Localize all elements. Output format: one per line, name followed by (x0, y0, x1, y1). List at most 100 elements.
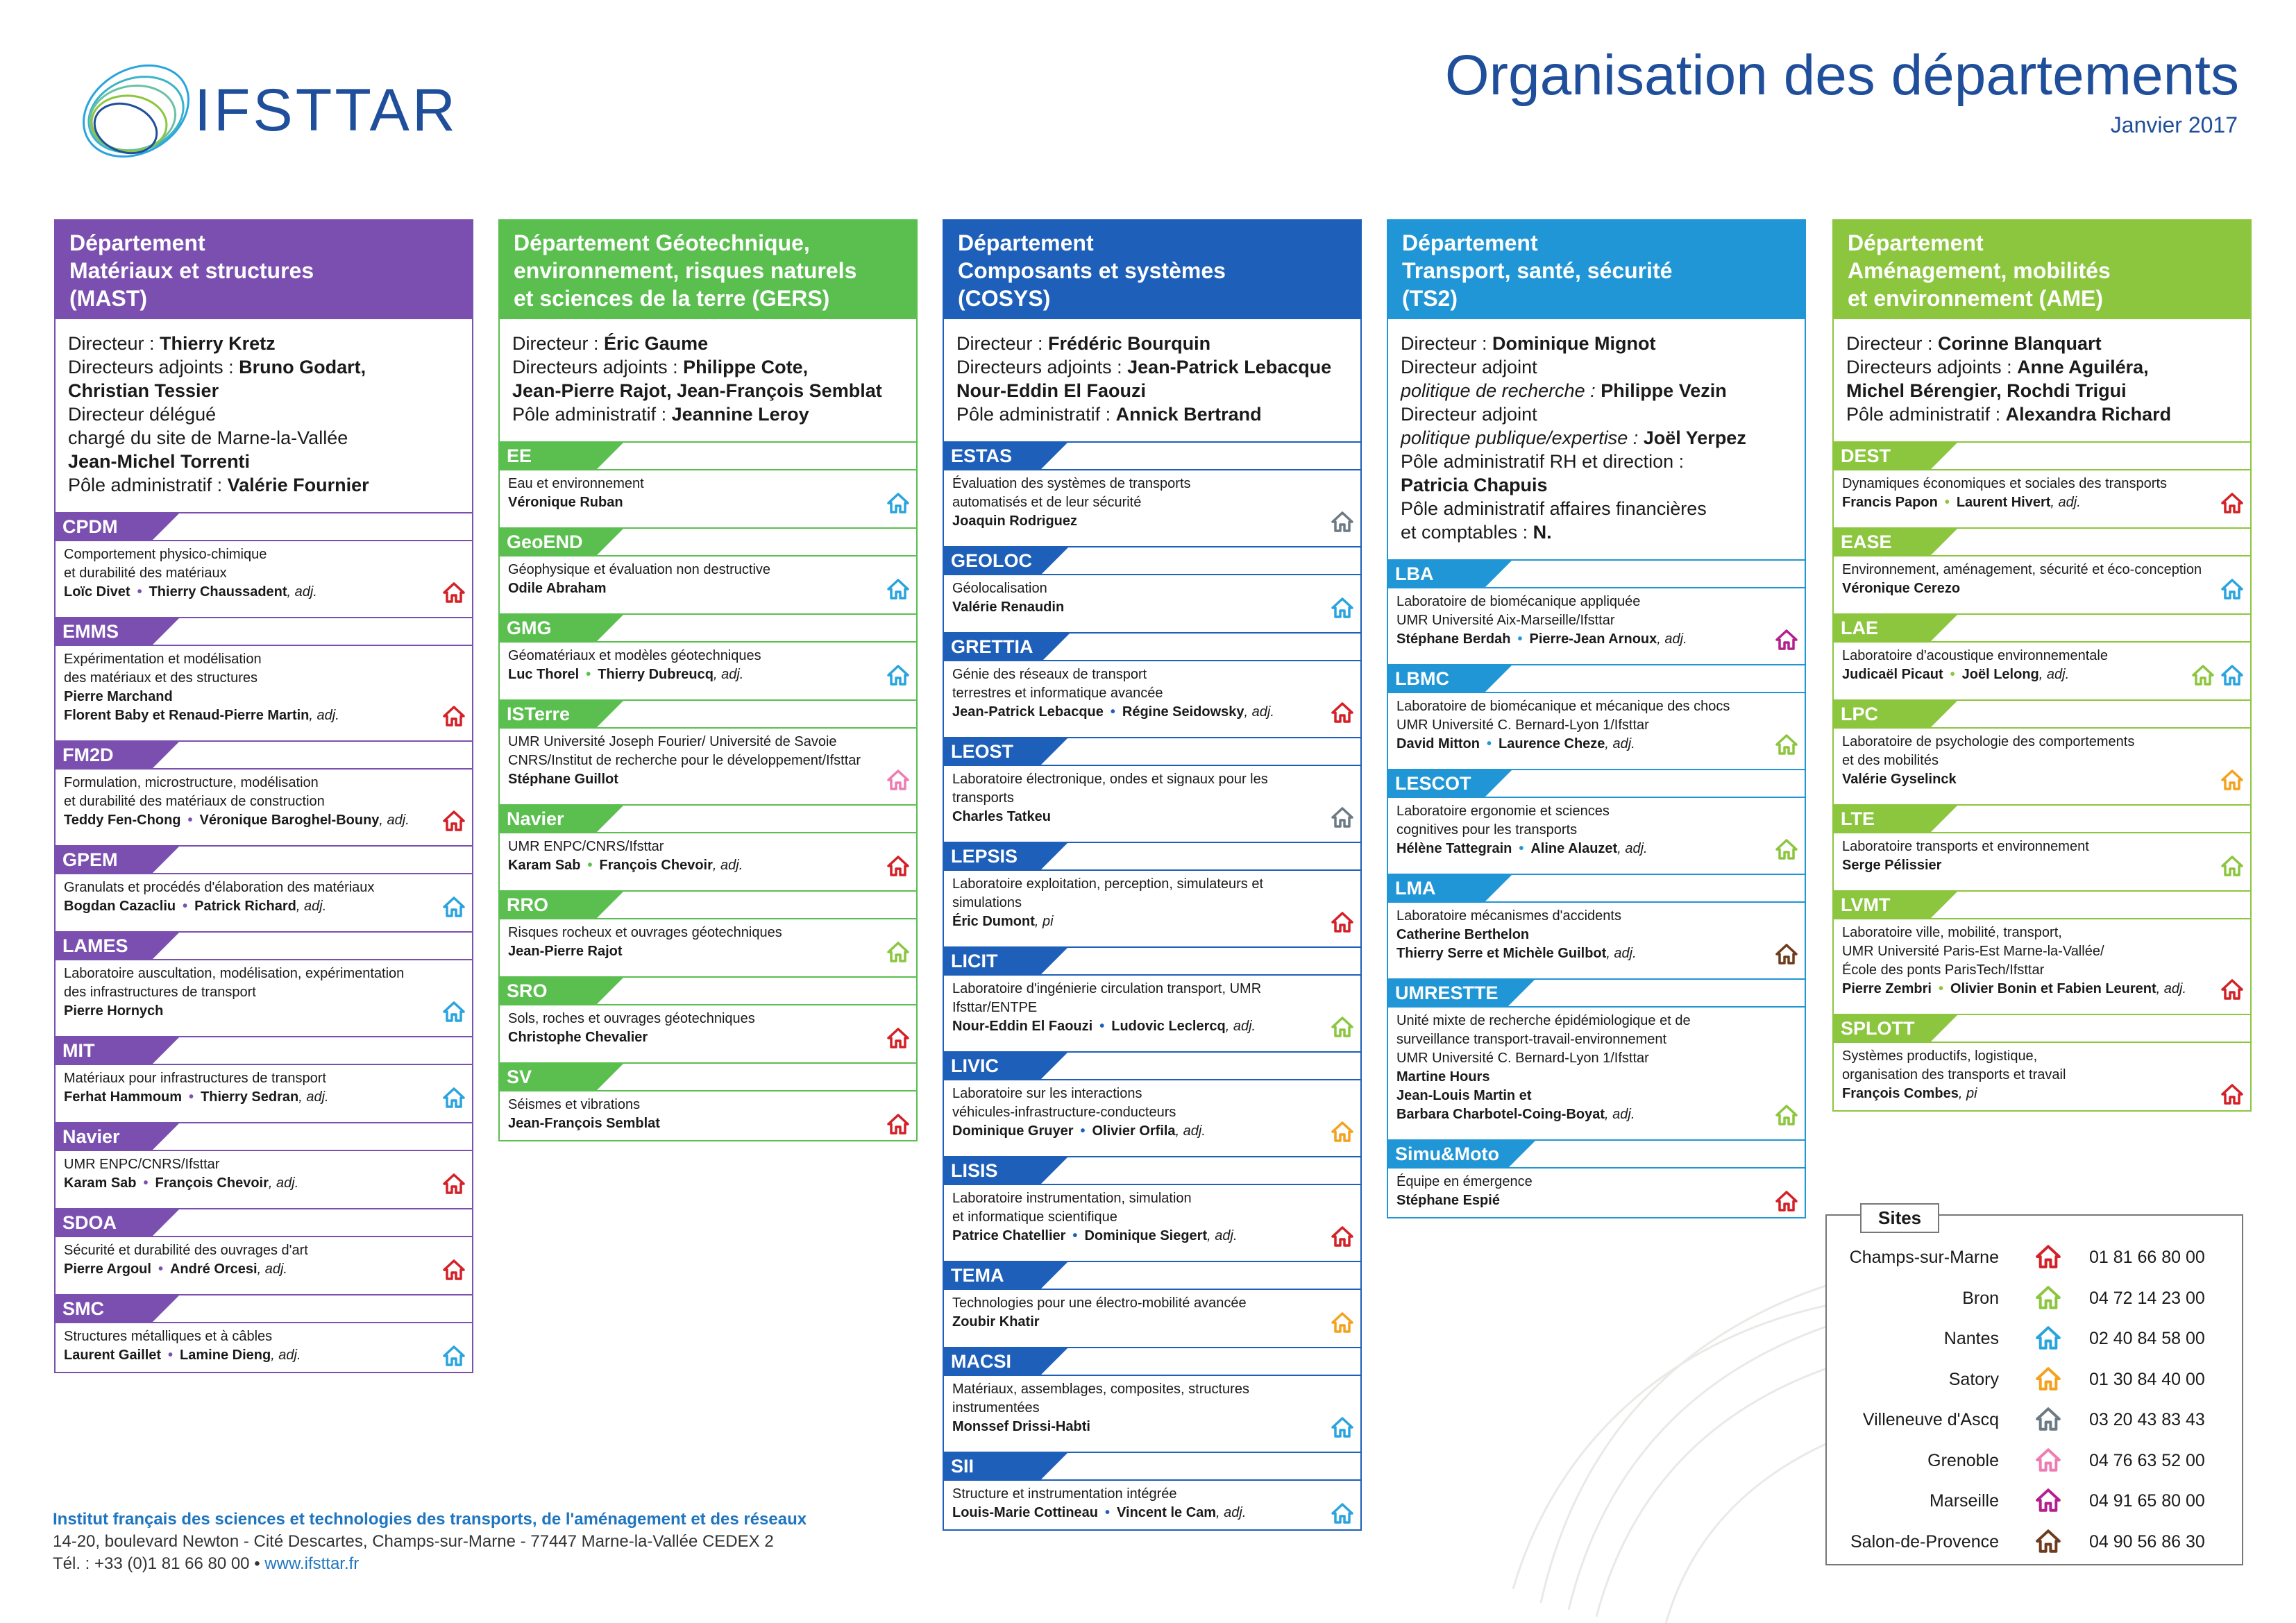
unit-description: Séismes et vibrations (508, 1097, 641, 1112)
unit-geoend[interactable]: GeoEND Géophysique et évaluation non dest… (500, 527, 916, 605)
unit-geoloc[interactable]: GEOLOC Géolocalisation Valérie Renaudin (944, 546, 1360, 624)
unit-macsi[interactable]: MACSI Matériaux, assemblages, composites,… (944, 1347, 1360, 1443)
unit-lepsis[interactable]: LEPSIS Laboratoire exploitation, percepti… (944, 842, 1360, 938)
director-line: Directeur : Frédéric Bourquin (956, 332, 1348, 355)
unit-head-name: Luc Thorel (508, 667, 580, 682)
unit-livic[interactable]: LIVIC Laboratoire sur les interactions véh… (944, 1051, 1360, 1148)
unit-lbmc[interactable]: LBMC Laboratoire de biomécanique et mécan… (1388, 664, 1805, 760)
unit-description: Laboratoire exploitation, perception, si… (952, 876, 1264, 910)
unit-description: Technologies pour une électro-mobilité a… (952, 1295, 1247, 1311)
unit-code: EE (500, 443, 597, 469)
unit-dest[interactable]: DEST Dynamiques économiques et sociales d… (1834, 441, 2250, 519)
unit-lae[interactable]: LAE Laboratoire d'acoustique environnemen… (1834, 613, 2250, 691)
site-house-icon (1331, 597, 1353, 618)
department-column-ts2: Département Transport, santé, sécurité (TS… (1387, 219, 1806, 1218)
unit-rro[interactable]: RRO Risques rocheux et ouvrages géotechni… (500, 890, 916, 968)
separator-dot: • (1517, 631, 1523, 647)
unit-head-name: Valérie Gyselinck (1842, 772, 1957, 787)
unit-head-name: Francis Papon (1842, 495, 1938, 510)
unit-gpem[interactable]: GPEM Granulats et procédés d'élaboration … (56, 845, 472, 923)
unit-lba[interactable]: LBA Laboratoire de biomécanique appliquée… (1388, 559, 1805, 656)
director-name: Philippe Vezin (1601, 380, 1727, 401)
site-name: Marseille (1929, 1491, 1999, 1511)
department-title-line: environnement, risques naturels (514, 258, 857, 283)
unit-lma[interactable]: LMA Laboratoire mécanismes d'accidents Cat… (1388, 874, 1805, 970)
footer-website-link[interactable]: www.ifsttar.fr (264, 1554, 360, 1573)
unit-gmg[interactable]: GMG Géomatériaux et modèles géotechniques… (500, 613, 916, 691)
unit-head-name: Jean-Patrick Lebacque (952, 704, 1104, 720)
unit-description: Matériaux pour infrastructures de transp… (64, 1071, 326, 1086)
unit-description: Laboratoire électronique, ondes et signa… (952, 772, 1268, 806)
unit-people: Hélène Tattegrain • Aline Alauzet, adj. (1396, 840, 1763, 858)
unit-code: RRO (500, 892, 597, 918)
unit-head-name: Serge Pélissier (1842, 858, 1942, 873)
director-role: Pôle administratif RH et direction : (1401, 451, 1685, 472)
unit-mit[interactable]: MIT Matériaux pour infrastructures de tra… (56, 1036, 472, 1114)
unit-lescot[interactable]: LESCOT Laboratoire ergonomie et sciences c… (1388, 769, 1805, 865)
unit-head-name: Monssef Drissi-Habti (952, 1419, 1090, 1434)
unit-leost[interactable]: LEOST Laboratoire électronique, ondes et … (944, 737, 1360, 833)
department-title-line: Département Géotechnique, (514, 230, 810, 255)
unit-sii[interactable]: SII Structure et instrumentation intégrée… (944, 1452, 1360, 1529)
unit-estas[interactable]: ESTAS Évaluation des systèmes de transpor… (944, 441, 1360, 538)
unit-sdoa[interactable]: SDOA Sécurité et durabilité des ouvrages … (56, 1208, 472, 1286)
unit-navier[interactable]: Navier UMR ENPC/CNRS/Ifsttar Karam Sab • Fra… (56, 1122, 472, 1200)
unit-code: ISTerre (500, 701, 597, 727)
unit-lvmt[interactable]: LVMT Laboratoire ville, mobilité, transpo… (1834, 890, 2250, 1005)
director-name: Christian Tessier (68, 380, 219, 401)
separator-dot: • (1944, 495, 1950, 510)
unit-splott[interactable]: SPLOTT Systèmes productifs, logistique, or… (1834, 1014, 2250, 1110)
director-name: Michel Bérengier, Rochdi Trigui (1846, 380, 2127, 401)
unit-code: SII (944, 1453, 1041, 1479)
unit-body: Granulats et procédés d'élaboration des … (56, 873, 472, 923)
director-name: Nour-Eddin El Faouzi (956, 380, 1146, 401)
unit-body: Laboratoire d'acoustique environnemental… (1834, 641, 2250, 691)
unit-lames[interactable]: LAMES Laboratoire auscultation, modélisat… (56, 931, 472, 1028)
unit-cpdm[interactable]: CPDM Comportement physico-chimique et dura… (56, 512, 472, 609)
unit-head-name: Christophe Chevalier (508, 1030, 648, 1045)
unit-body: Laboratoire ergonomie et sciences cogniti… (1388, 797, 1805, 865)
director-name: Anne Aguiléra, (2017, 357, 2149, 377)
unit-smc[interactable]: SMC Structures métalliques et à câbles Lau… (56, 1294, 472, 1372)
unit-grettia[interactable]: GRETTIA Génie des réseaux de transport ter… (944, 632, 1360, 729)
unit-people: Pierre Hornych (64, 1002, 430, 1021)
director-name: Jean-Patrick Lebacque (1127, 357, 1332, 377)
unit-simumoto[interactable]: Simu&Moto Équipe en émergence Stéphane Esp… (1388, 1139, 1805, 1217)
unit-ee[interactable]: EE Eau et environnement Véronique Ruban (500, 441, 916, 519)
site-house-icon (2036, 1488, 2061, 1512)
unit-people: Thierry Serre et Michèle Guilbot, adj. (1396, 944, 1763, 963)
unit-description: Génie des réseaux de transport (952, 667, 1147, 682)
unit-umrestte[interactable]: UMRESTTE Unité mixte de recherche épidémi… (1388, 978, 1805, 1131)
unit-fm2d[interactable]: FM2D Formulation, microstructure, modélis… (56, 740, 472, 837)
unit-body: Systèmes productifs, logistique, organisa… (1834, 1042, 2250, 1110)
director-name: Corinne Blanquart (1938, 333, 2102, 354)
director-line: Pôle administratif affaires financières (1401, 497, 1792, 520)
unit-licit[interactable]: LICIT Laboratoire d'ingénierie circulatio… (944, 946, 1360, 1043)
director-line: Directeur : Thierry Kretz (68, 332, 459, 355)
director-name: Annick Bertrand (1115, 404, 1262, 425)
unit-tema[interactable]: TEMA Technologies pour une électro-mobili… (944, 1261, 1360, 1339)
role-suffix: , adj. (296, 899, 327, 914)
unit-lisis[interactable]: LISIS Laboratoire instrumentation, simula… (944, 1156, 1360, 1252)
unit-people: Patrice Chatellier • Dominique Siegert, ad… (952, 1227, 1319, 1246)
director-name: Bruno Godart, (239, 357, 366, 377)
site-name: Salon-de-Provence (1850, 1531, 1999, 1552)
unit-people: Pierre Zembri • Olivier Bonin et Fabien Le… (1842, 980, 2209, 999)
unit-sv[interactable]: SV Séismes et vibrations Jean-François Sem… (500, 1062, 916, 1140)
director-line: Pôle administratif : Alexandra Richard (1846, 402, 2238, 426)
unit-description: Laboratoire d'acoustique environnemental… (1842, 648, 2108, 663)
unit-emms[interactable]: EMMS Expérimentation et modélisation des m… (56, 617, 472, 732)
unit-body: Dynamiques économiques et sociales des t… (1834, 469, 2250, 519)
unit-body: Géomatériaux et modèles géotechniques Luc… (500, 641, 916, 691)
unit-description: UMR Université Aix-Marseille/Ifsttar (1396, 613, 1615, 628)
department-title-line: et sciences de la terre (GERS) (514, 286, 830, 311)
sites-legend-title: Sites (1860, 1203, 1940, 1233)
unit-isterre[interactable]: ISTerre UMR Université Joseph Fourier/ Un… (500, 699, 916, 796)
unit-code: LEPSIS (944, 843, 1041, 869)
unit-lpc[interactable]: LPC Laboratoire de psychologie des compor… (1834, 699, 2250, 796)
unit-lte[interactable]: LTE Laboratoire transports et environneme… (1834, 804, 2250, 882)
unit-sro[interactable]: SRO Sols, roches et ouvrages géotechnique… (500, 976, 916, 1054)
unit-navier[interactable]: Navier UMR ENPC/CNRS/Ifsttar Karam Sab • Fra… (500, 804, 916, 882)
unit-ease[interactable]: EASE Environnement, aménagement, sécurité… (1834, 527, 2250, 605)
unit-description: UMR Université C. Bernard-Lyon 1/Ifsttar (1396, 717, 1649, 733)
